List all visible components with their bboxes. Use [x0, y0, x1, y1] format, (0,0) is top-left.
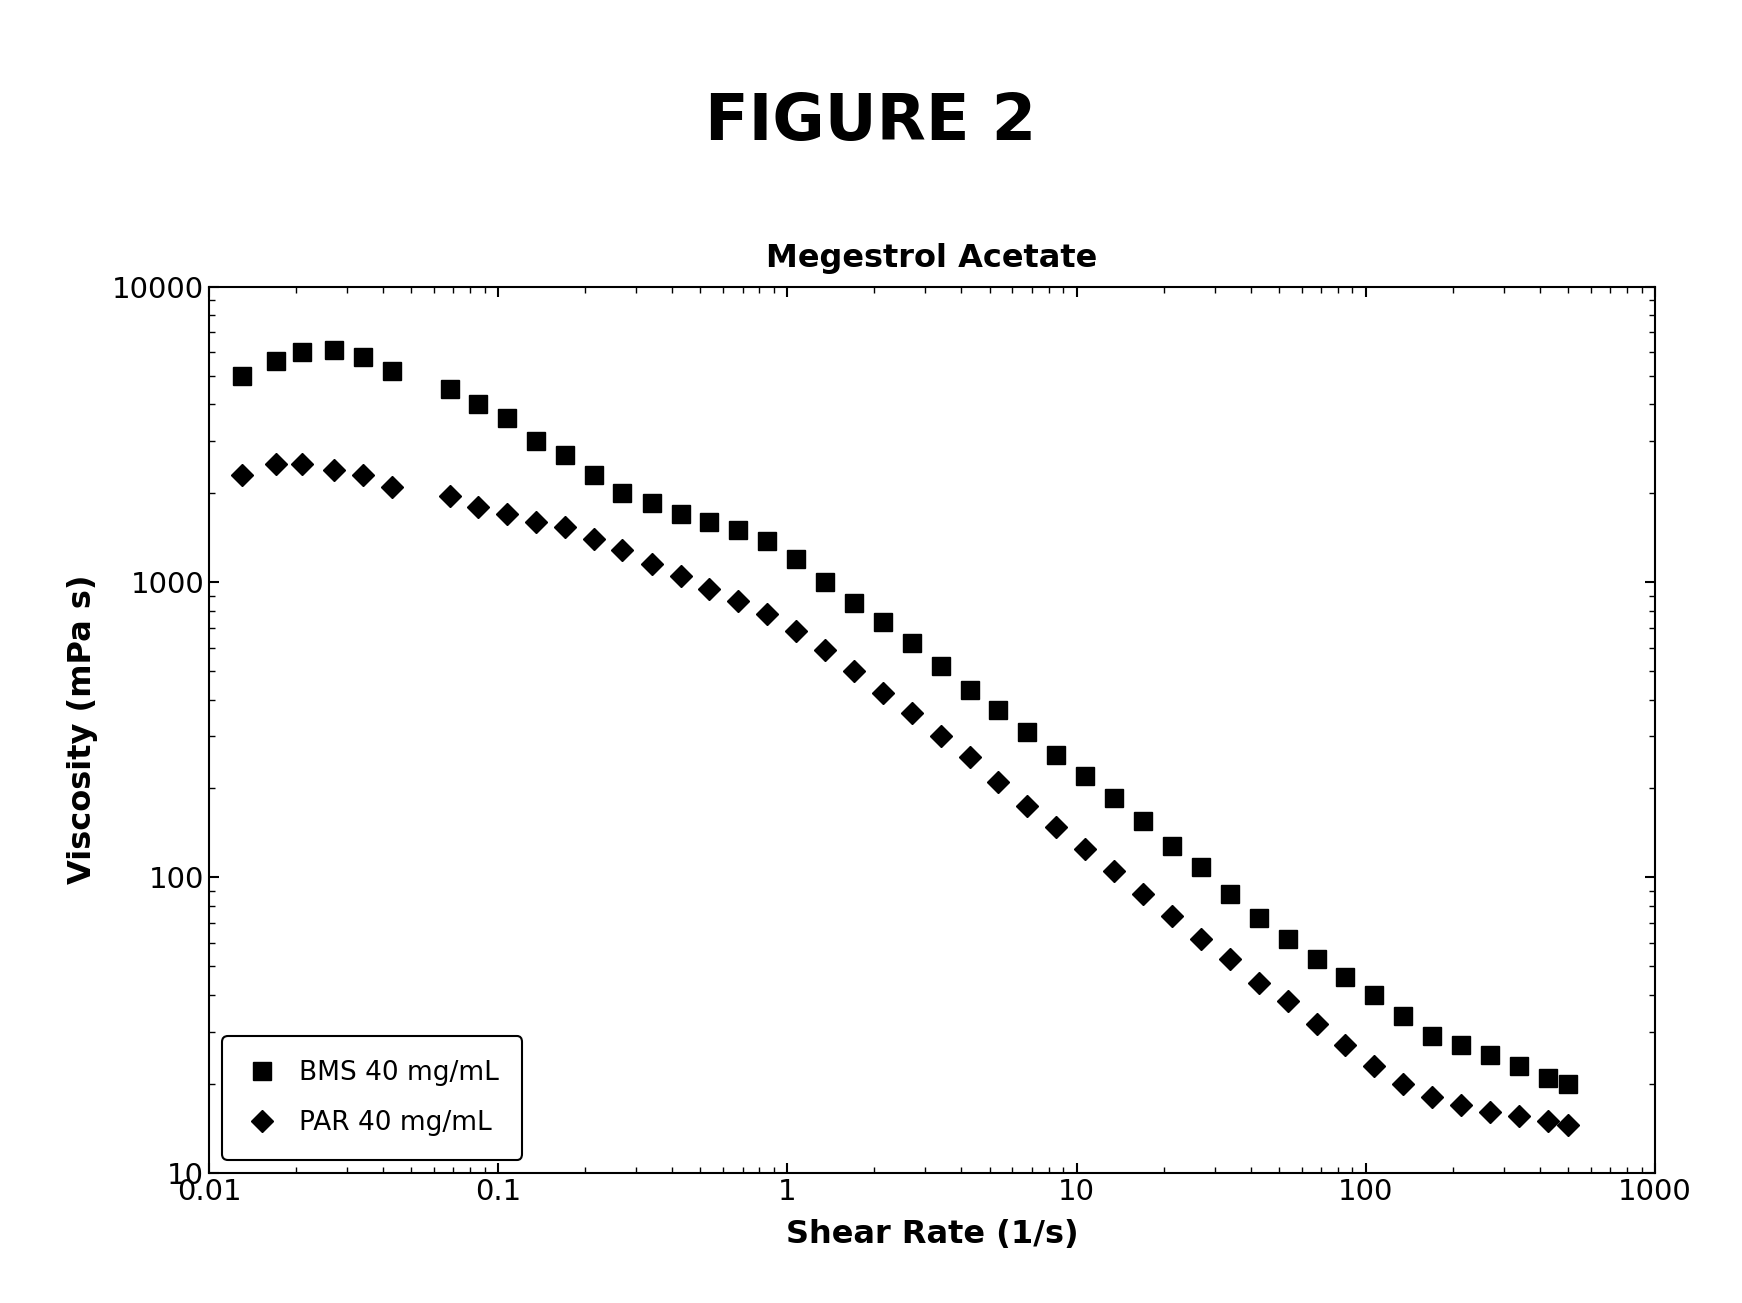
PAR 40 mg/mL [467, 499, 488, 515]
BMS 40 mg/mL [1045, 747, 1066, 762]
BMS 40 mg/mL [291, 344, 312, 360]
PAR 40 mg/mL [728, 594, 749, 610]
PAR 40 mg/mL [786, 624, 807, 640]
PAR 40 mg/mL [1479, 1105, 1500, 1121]
PAR 40 mg/mL [960, 749, 981, 765]
BMS 40 mg/mL [1421, 1028, 1442, 1044]
BMS 40 mg/mL [1132, 813, 1153, 829]
PAR 40 mg/mL [352, 468, 373, 483]
PAR 40 mg/mL [901, 705, 922, 721]
BMS 40 mg/mL [1364, 988, 1385, 1003]
BMS 40 mg/mL [786, 551, 807, 567]
BMS 40 mg/mL [584, 468, 604, 483]
PAR 40 mg/mL [496, 506, 517, 521]
PAR 40 mg/mL [1538, 1113, 1559, 1128]
PAR 40 mg/mL [584, 532, 604, 547]
BMS 40 mg/mL [1277, 930, 1298, 946]
Line: BMS 40 mg/mL: BMS 40 mg/mL [233, 341, 1577, 1093]
Title: Megestrol Acetate: Megestrol Acetate [766, 244, 1097, 274]
PAR 40 mg/mL [265, 456, 286, 472]
BMS 40 mg/mL [381, 362, 402, 378]
PAR 40 mg/mL [1219, 951, 1240, 967]
PAR 40 mg/mL [1364, 1058, 1385, 1074]
BMS 40 mg/mL [352, 349, 373, 365]
BMS 40 mg/mL [1162, 838, 1183, 853]
BMS 40 mg/mL [1479, 1048, 1500, 1063]
BMS 40 mg/mL [1538, 1070, 1559, 1085]
PAR 40 mg/mL [1394, 1076, 1415, 1092]
Line: PAR 40 mg/mL: PAR 40 mg/mL [235, 457, 1575, 1132]
BMS 40 mg/mL [930, 658, 951, 674]
PAR 40 mg/mL [699, 581, 719, 597]
BMS 40 mg/mL [467, 396, 488, 412]
PAR 40 mg/mL [1249, 975, 1270, 990]
BMS 40 mg/mL [1017, 724, 1038, 740]
PAR 40 mg/mL [1421, 1089, 1442, 1105]
BMS 40 mg/mL [1509, 1058, 1529, 1074]
PAR 40 mg/mL [526, 513, 547, 529]
BMS 40 mg/mL [526, 434, 547, 450]
PAR 40 mg/mL [1334, 1037, 1355, 1053]
BMS 40 mg/mL [1104, 791, 1125, 807]
PAR 40 mg/mL [1162, 908, 1183, 924]
BMS 40 mg/mL [988, 702, 1009, 718]
BMS 40 mg/mL [843, 595, 864, 611]
BMS 40 mg/mL [265, 353, 286, 369]
PAR 40 mg/mL [554, 520, 575, 536]
BMS 40 mg/mL [756, 533, 777, 549]
BMS 40 mg/mL [815, 575, 836, 590]
BMS 40 mg/mL [611, 485, 632, 500]
PAR 40 mg/mL [439, 489, 460, 504]
PAR 40 mg/mL [324, 461, 345, 477]
BMS 40 mg/mL [671, 506, 692, 521]
PAR 40 mg/mL [641, 556, 662, 572]
BMS 40 mg/mL [1190, 860, 1211, 876]
PAR 40 mg/mL [1132, 886, 1153, 902]
BMS 40 mg/mL [873, 615, 894, 631]
PAR 40 mg/mL [843, 663, 864, 679]
PAR 40 mg/mL [988, 774, 1009, 790]
PAR 40 mg/mL [1451, 1097, 1472, 1113]
BMS 40 mg/mL [1306, 951, 1327, 967]
BMS 40 mg/mL [1249, 909, 1270, 925]
PAR 40 mg/mL [1557, 1117, 1578, 1132]
BMS 40 mg/mL [439, 382, 460, 397]
PAR 40 mg/mL [873, 685, 894, 701]
BMS 40 mg/mL [1394, 1009, 1415, 1024]
PAR 40 mg/mL [1017, 797, 1038, 813]
BMS 40 mg/mL [1219, 886, 1240, 902]
PAR 40 mg/mL [930, 728, 951, 744]
PAR 40 mg/mL [232, 468, 253, 483]
PAR 40 mg/mL [291, 456, 312, 472]
PAR 40 mg/mL [1190, 930, 1211, 946]
Y-axis label: Viscosity (mPa s): Viscosity (mPa s) [68, 575, 98, 885]
PAR 40 mg/mL [611, 542, 632, 558]
BMS 40 mg/mL [232, 367, 253, 383]
BMS 40 mg/mL [1075, 769, 1096, 784]
PAR 40 mg/mL [1104, 864, 1125, 880]
PAR 40 mg/mL [1306, 1015, 1327, 1031]
BMS 40 mg/mL [901, 636, 922, 652]
BMS 40 mg/mL [324, 343, 345, 358]
Text: FIGURE 2: FIGURE 2 [706, 91, 1036, 154]
PAR 40 mg/mL [815, 642, 836, 658]
BMS 40 mg/mL [1334, 969, 1355, 985]
BMS 40 mg/mL [1451, 1037, 1472, 1053]
PAR 40 mg/mL [1509, 1109, 1529, 1124]
BMS 40 mg/mL [960, 683, 981, 698]
BMS 40 mg/mL [728, 523, 749, 538]
PAR 40 mg/mL [1277, 994, 1298, 1010]
PAR 40 mg/mL [671, 568, 692, 584]
BMS 40 mg/mL [641, 495, 662, 511]
PAR 40 mg/mL [1075, 840, 1096, 856]
BMS 40 mg/mL [1557, 1076, 1578, 1092]
BMS 40 mg/mL [554, 447, 575, 463]
BMS 40 mg/mL [699, 513, 719, 529]
BMS 40 mg/mL [496, 410, 517, 426]
Legend: BMS 40 mg/mL, PAR 40 mg/mL: BMS 40 mg/mL, PAR 40 mg/mL [223, 1036, 523, 1160]
PAR 40 mg/mL [381, 480, 402, 495]
PAR 40 mg/mL [756, 606, 777, 622]
X-axis label: Shear Rate (1/s): Shear Rate (1/s) [786, 1220, 1078, 1251]
PAR 40 mg/mL [1045, 820, 1066, 835]
